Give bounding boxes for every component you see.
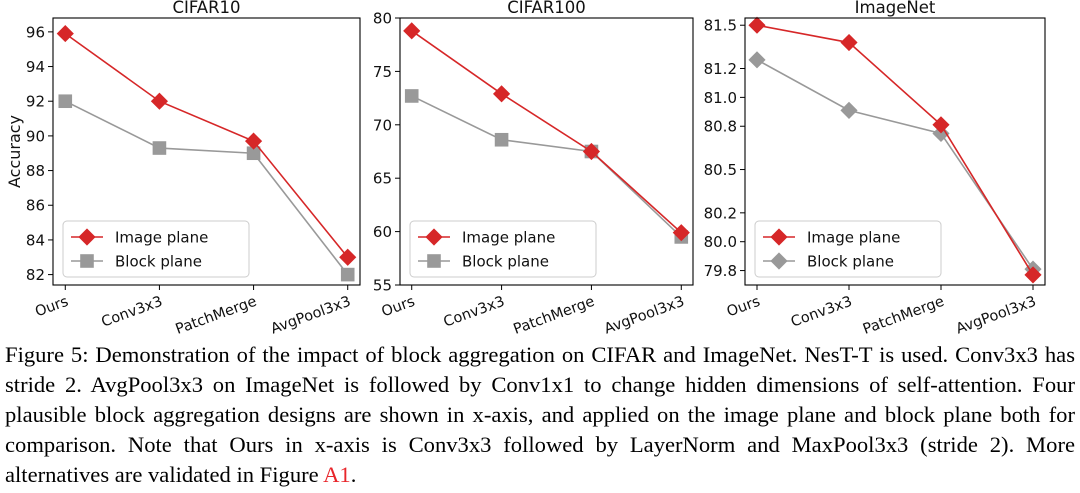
legend-label: Block plane (462, 253, 549, 271)
chart-title: ImageNet (855, 0, 936, 17)
data-point (403, 22, 421, 40)
data-point (582, 142, 601, 161)
data-point (152, 141, 167, 155)
figure-caption: Figure 5: Demonstration of the impact of… (5, 340, 1075, 490)
data-point (150, 92, 169, 110)
data-point (404, 89, 419, 103)
series-line (64, 100, 349, 276)
x-tick-label: PatchMerge (511, 294, 597, 335)
chart-title: CIFAR100 (507, 0, 586, 17)
y-tick-label: 88 (26, 162, 45, 180)
legend-marker (770, 252, 788, 270)
data-point (672, 224, 690, 242)
y-tick-label: 90 (26, 127, 45, 145)
x-tick-label: PatchMerge (861, 294, 947, 335)
legend-box (409, 220, 597, 278)
x-tick-label: Conv3x3 (99, 294, 164, 331)
y-tick-label: 86 (26, 197, 45, 215)
x-tick-label: AvgPool3x3 (954, 294, 1038, 335)
x-tick-label: Conv3x3 (789, 294, 854, 331)
y-tick-label: 70 (373, 116, 392, 134)
x-tick-label: PatchMerge (174, 294, 260, 335)
x-tick-label: Ours (380, 294, 418, 321)
legend-marker (80, 254, 94, 268)
legend-box (62, 220, 250, 278)
series-image-plane (403, 22, 690, 242)
series-image-plane (748, 16, 1042, 284)
legend-marker (770, 228, 788, 246)
y-tick-label: 55 (373, 277, 392, 295)
data-point (840, 101, 858, 119)
data-point (840, 33, 858, 52)
legend-marker (427, 254, 441, 268)
plot-frame (744, 17, 1046, 286)
plot-frame (52, 17, 361, 286)
legend-label: Image plane (807, 229, 900, 247)
y-tick-label: 80.8 (704, 118, 737, 136)
series-line (411, 30, 682, 234)
legend: Image plane Block plane (754, 220, 942, 278)
y-tick-label: 80.5 (704, 161, 737, 179)
y-tick-label: 80.2 (704, 204, 737, 222)
legend-marker (78, 228, 96, 246)
data-point (494, 132, 509, 147)
y-tick-label: 75 (373, 63, 392, 81)
legend-label: Image plane (462, 229, 555, 247)
data-point (932, 116, 950, 134)
y-tick-label: 96 (26, 23, 45, 41)
y-tick-label: 82 (26, 266, 45, 284)
x-tick-label: AvgPool3x3 (269, 294, 353, 335)
series-line (756, 24, 1034, 276)
legend-box (754, 220, 942, 278)
data-point (932, 124, 950, 143)
x-tick-label: AvgPool3x3 (602, 294, 686, 335)
legend: Image plane Block plane (409, 220, 597, 278)
data-point (58, 94, 73, 109)
x-tick-label: Ours (33, 294, 71, 321)
series-line (411, 95, 682, 238)
caption-end: . (350, 462, 357, 487)
legend: Image plane Block plane (62, 220, 250, 278)
series-image-plane (56, 25, 357, 266)
chart-panel-cifar100: CIFAR100 55 60 65 70 75 80 Ours Conv3x3 PatchMerg… (373, 0, 694, 335)
y-tick-label: 60 (373, 223, 392, 241)
data-point (56, 25, 74, 43)
y-tick-label: 80.0 (704, 233, 737, 251)
y-tick-label: 84 (26, 231, 45, 249)
data-point (339, 248, 357, 266)
caption-figure-ref-link[interactable]: A1 (323, 462, 351, 487)
data-point (340, 267, 355, 282)
series-line (64, 32, 349, 258)
y-tick-label: 79.8 (704, 262, 737, 280)
data-point (748, 16, 766, 34)
legend-marker (425, 228, 443, 246)
x-tick-label: Ours (725, 294, 763, 321)
y-axis-label: Accuracy (5, 115, 24, 188)
y-tick-label: 81.5 (704, 17, 737, 35)
series-block-plane (404, 89, 689, 244)
plot-frame (399, 17, 694, 286)
data-point (1024, 266, 1042, 284)
chart-panel-imagenet: ImageNet 79.8 80.0 80.2 80.5 80.8 81.0 81.2 81.5… (704, 0, 1046, 335)
legend-label: Image plane (115, 229, 208, 247)
y-tick-label: 65 (373, 170, 392, 188)
legend-label: Block plane (807, 253, 894, 271)
x-tick-label: Conv3x3 (442, 294, 507, 331)
data-point (748, 51, 766, 69)
y-tick-label: 81.2 (704, 60, 737, 78)
y-tick-label: 94 (26, 58, 45, 76)
series-block-plane (58, 94, 355, 282)
data-point (492, 85, 511, 103)
legend-label: Block plane (115, 253, 202, 271)
chart-panel-cifar10: CIFAR10 82 84 86 88 90 92 94 96 Ours Conv3x3 PatchM… (5, 0, 361, 335)
chart-title: CIFAR10 (172, 0, 240, 17)
data-point (244, 132, 263, 150)
y-tick-label: 92 (26, 93, 45, 111)
caption-text: Figure 5: Demonstration of the impact of… (5, 342, 1075, 487)
y-tick-label: 80 (373, 10, 392, 28)
y-tick-label: 81.0 (704, 89, 737, 107)
